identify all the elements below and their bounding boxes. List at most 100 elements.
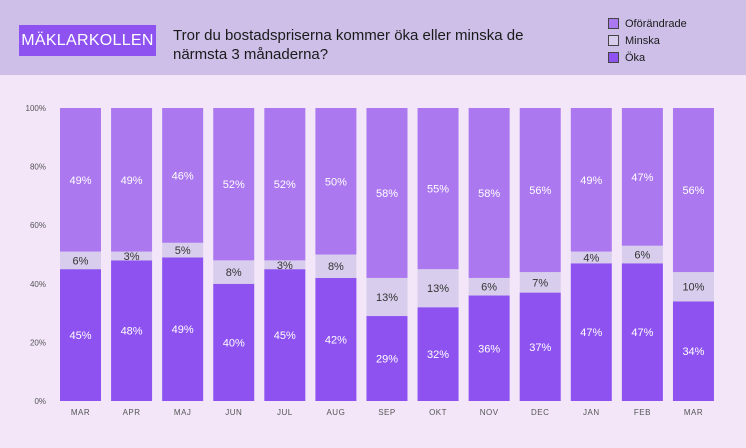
legend-label: Oförändrade: [625, 17, 687, 30]
data-label: 49%: [172, 324, 194, 336]
header: MÄKLARKOLLEN Tror du bostadspriserna kom…: [0, 0, 746, 75]
data-label: 49%: [69, 175, 91, 187]
bar-minska-segment: [60, 251, 101, 270]
data-label: 46%: [172, 170, 194, 182]
data-label: 7%: [532, 277, 548, 289]
x-tick-label: APR: [123, 408, 141, 417]
data-label: 45%: [69, 330, 91, 342]
legend-label: Minska: [625, 34, 660, 47]
x-tick-label: OKT: [429, 408, 447, 417]
legend-swatch: [608, 35, 619, 46]
x-tick-label: DEC: [531, 408, 549, 417]
bar-ka-segment: [315, 277, 357, 401]
data-label: 32%: [427, 349, 449, 361]
bar-ofrndrade-segment: [60, 108, 101, 252]
bar-ofrndrade-segment: [213, 108, 255, 261]
bar-ka-segment: [60, 269, 101, 401]
bar-ka-segment: [417, 307, 459, 401]
bar-ka-segment: [264, 269, 306, 401]
chart-title: Tror du bostadspriserna kommer öka eller…: [173, 27, 524, 63]
y-tick-label: 80%: [30, 163, 46, 172]
data-label: 37%: [529, 342, 551, 354]
bar-ofrndrade-segment: [621, 108, 663, 246]
data-label: 47%: [631, 172, 653, 184]
data-label: 58%: [478, 188, 500, 200]
y-tick-label: 20%: [30, 338, 46, 347]
x-tick-label: AUG: [326, 408, 345, 417]
bar-ofrndrade-segment: [468, 108, 510, 278]
data-label: 6%: [481, 282, 497, 294]
bar-ka-segment: [570, 263, 612, 401]
data-label: 49%: [121, 175, 143, 187]
x-tick-label: JAN: [583, 408, 600, 417]
bar-minska-segment: [468, 277, 510, 296]
bar-ka-segment: [213, 283, 255, 401]
data-label: 5%: [175, 245, 191, 257]
data-label: 29%: [376, 354, 398, 366]
x-tick-label: JUN: [225, 408, 242, 417]
brand-logo: MÄKLARKOLLEN: [19, 25, 156, 56]
x-tick-label: MAJ: [174, 408, 192, 417]
data-label: 34%: [682, 346, 704, 358]
x-tick-label: SEP: [378, 408, 396, 417]
legend-item-minska: Minska: [608, 32, 687, 49]
data-label: 56%: [529, 185, 551, 197]
bar-ofrndrade-segment: [162, 108, 204, 243]
bar-ka-segment: [621, 263, 663, 401]
data-label: 4%: [583, 252, 599, 264]
data-label: 13%: [376, 292, 398, 304]
data-label: 50%: [325, 176, 347, 188]
bar-ofrndrade-segment: [417, 108, 459, 270]
data-label: 42%: [325, 334, 347, 346]
y-tick-label: 100%: [26, 104, 46, 113]
data-label: 10%: [682, 282, 704, 294]
data-label: 3%: [124, 251, 140, 263]
bar-ofrndrade-segment: [111, 108, 153, 252]
data-label: 58%: [376, 188, 398, 200]
bar-ofrndrade-segment: [264, 108, 306, 261]
y-tick-label: 60%: [30, 221, 46, 230]
y-tick-label: 0%: [34, 397, 46, 406]
data-label: 6%: [634, 250, 650, 262]
bar-minska-segment: [417, 269, 459, 308]
data-label: 49%: [580, 175, 602, 187]
bar-ka-segment: [162, 257, 204, 401]
bar-ofrndrade-segment: [570, 108, 612, 252]
data-label: 45%: [274, 330, 296, 342]
data-label: 52%: [274, 179, 296, 191]
bar-ofrndrade-segment: [519, 108, 561, 273]
bar-minska-segment: [315, 254, 357, 278]
data-label: 13%: [427, 283, 449, 295]
bar-minska-segment: [264, 260, 306, 270]
legend-item-oforandrade: Oförändrade: [608, 15, 687, 32]
bar-ofrndrade-segment: [315, 108, 357, 255]
y-tick-label: 40%: [30, 280, 46, 289]
data-label: 40%: [223, 337, 245, 349]
data-label: 6%: [73, 255, 89, 267]
data-label: 55%: [427, 184, 449, 196]
bar-minska-segment: [621, 245, 663, 264]
bar-ofrndrade-segment: [672, 108, 714, 273]
bar-ka-segment: [111, 260, 153, 401]
data-label: 3%: [277, 260, 293, 272]
x-tick-label: NOV: [480, 408, 499, 417]
bar-ka-segment: [468, 295, 510, 401]
bar-ka-segment: [366, 316, 408, 401]
bar-minska-segment: [162, 242, 204, 258]
bar-minska-segment: [672, 272, 714, 302]
legend-swatch: [608, 18, 619, 29]
x-tick-label: FEB: [634, 408, 651, 417]
data-label: 36%: [478, 343, 500, 355]
data-label: 47%: [580, 327, 602, 339]
data-label: 56%: [682, 185, 704, 197]
legend-item-oka: Öka: [608, 49, 687, 66]
bar-minska-segment: [366, 277, 408, 317]
data-label: 8%: [226, 267, 242, 279]
bar-ofrndrade-segment: [366, 108, 408, 278]
bar-ka-segment: [519, 292, 561, 401]
data-label: 48%: [121, 326, 143, 338]
bar-minska-segment: [519, 272, 561, 293]
legend: Oförändrade Minska Öka: [608, 15, 687, 66]
x-tick-label: MAR: [684, 408, 703, 417]
